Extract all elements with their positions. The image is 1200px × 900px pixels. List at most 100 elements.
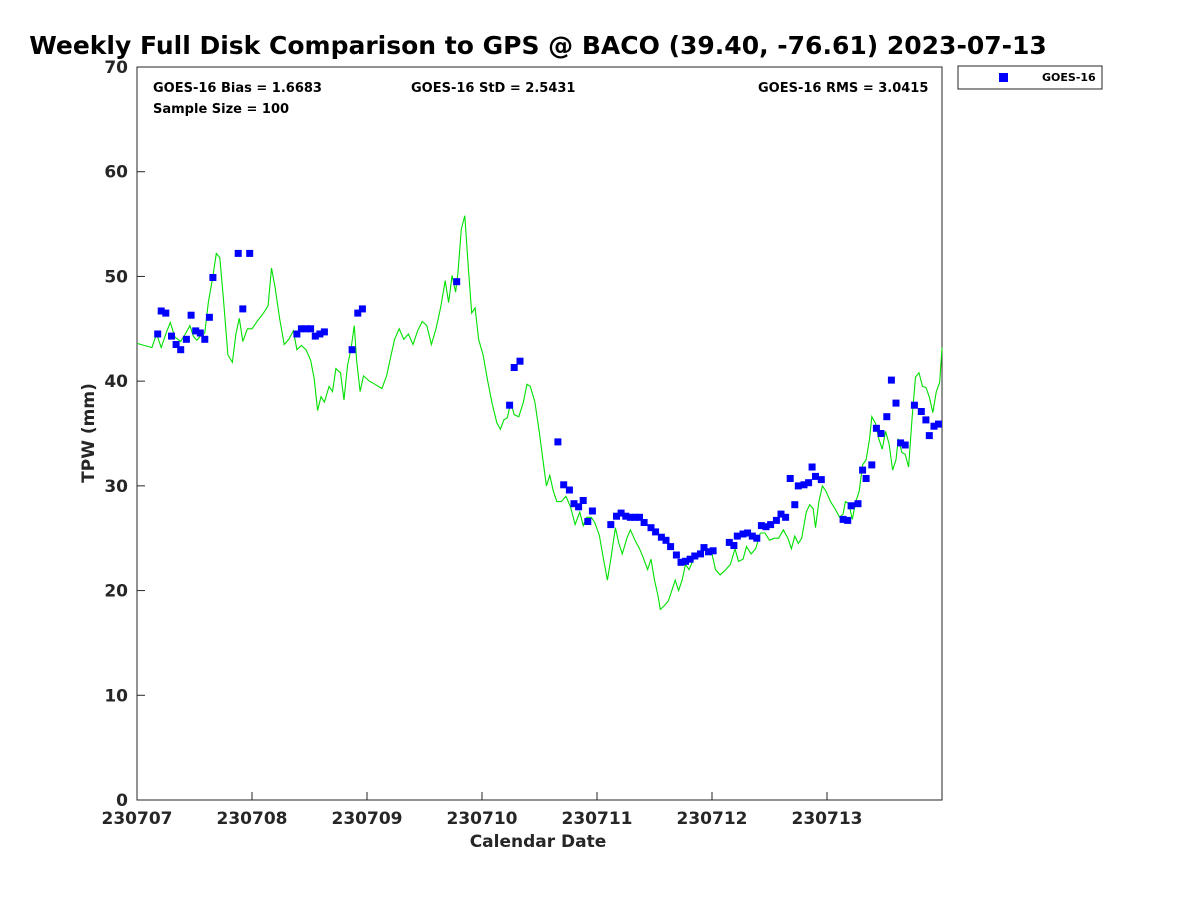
- goes-16-data-point: [239, 305, 247, 313]
- goes-16-data-point: [560, 481, 568, 489]
- goes-16-data-point: [607, 521, 615, 529]
- goes-16-data-point: [744, 529, 752, 537]
- goes-16-data-point: [667, 543, 675, 551]
- goes-16-data-point: [883, 413, 891, 421]
- goes-16-data-point: [205, 313, 213, 321]
- goes-16-data-point: [575, 503, 583, 511]
- goes-16-data-point: [672, 551, 680, 559]
- y-tick-label: 50: [104, 267, 128, 287]
- y-axis: 0 10 20 30 40 50 60 70: [104, 58, 145, 811]
- goes-16-data-point: [182, 335, 190, 343]
- goes-16-data-point: [791, 501, 799, 509]
- goes-16-data-point: [897, 439, 905, 447]
- goes-16-data-point: [588, 507, 596, 515]
- goes-16-data-point: [697, 550, 704, 558]
- goes-16-data-point: [302, 325, 310, 333]
- goes-16-data-point: [613, 512, 620, 520]
- goes-16-data-point: [510, 364, 518, 371]
- goes-16-data-point: [636, 513, 643, 521]
- goes-16-data-point: [652, 528, 660, 536]
- goes-16-data-point: [748, 532, 756, 540]
- goes-16-data-point: [925, 432, 933, 440]
- goes-16-data-point: [617, 509, 625, 517]
- goes-16-data-point: [772, 516, 780, 524]
- x-tick-label: 230709: [332, 809, 403, 829]
- goes-16-data-point: [794, 482, 802, 490]
- goes-16-data-point: [917, 408, 925, 415]
- goes-16-data-point: [162, 309, 170, 317]
- stat-std: GOES-16 StD = 2.5431: [411, 81, 575, 96]
- goes-16-data-point: [930, 422, 938, 430]
- goes-16-data-point: [157, 307, 165, 315]
- goes-16-data-point: [657, 533, 665, 541]
- goes-16-data-point: [753, 534, 761, 542]
- goes-16-data-point: [246, 249, 254, 257]
- goes-16-data-point: [192, 327, 200, 335]
- goes-16-data-point: [709, 547, 717, 555]
- goes-16-data-point: [705, 548, 712, 556]
- goes-16-data-point: [839, 515, 847, 523]
- goes-16-data-point: [800, 481, 808, 489]
- goes-16-data-point: [862, 475, 870, 482]
- goes-16-data-point: [922, 416, 930, 424]
- goes-16-data-point: [935, 420, 942, 428]
- goes-16-data-point: [786, 475, 794, 482]
- y-axis-label: TPW (mm): [79, 383, 99, 483]
- goes-16-data-point: [348, 346, 356, 354]
- goes-16-data-point: [691, 552, 699, 560]
- goes-16-data-point: [307, 325, 315, 333]
- legend-marker-goes-16: [999, 73, 1008, 82]
- goes-16-data-point: [872, 424, 880, 432]
- goes-16-data-point: [762, 523, 770, 531]
- y-tick-label: 40: [104, 372, 128, 392]
- goes-16-data-point: [640, 519, 648, 526]
- x-tick-label: 230712: [677, 809, 748, 829]
- goes-16-data-point: [844, 516, 852, 524]
- y-tick-label: 30: [104, 477, 128, 497]
- goes-16-data-point: [733, 532, 741, 540]
- x-tick-label: 230708: [217, 809, 288, 829]
- y-tick-label: 20: [104, 582, 128, 602]
- legend: GOES-16: [957, 65, 1103, 90]
- goes-16-data-point: [570, 500, 578, 508]
- goes-16-data-point: [554, 438, 562, 446]
- goes-16-data-point: [782, 513, 790, 521]
- goes-16-data-point: [168, 332, 175, 340]
- goes-16-data-point: [358, 305, 366, 313]
- stat-rms: GOES-16 RMS = 3.0415: [758, 81, 928, 96]
- goes-16-data-point: [316, 330, 324, 338]
- y-tick-label: 10: [104, 686, 128, 706]
- goes-16-data-point: [579, 497, 587, 504]
- goes-16-data-point: [901, 441, 909, 449]
- goes-16-data-point: [209, 274, 217, 281]
- goes-16-data-point: [725, 538, 733, 546]
- stat-sample-size: Sample Size = 100: [153, 102, 289, 117]
- goes-16-data-point: [859, 466, 867, 474]
- x-tick-label: 230707: [102, 809, 173, 829]
- goes-16-data-point: [320, 328, 328, 336]
- goes-16-data-point: [196, 329, 204, 337]
- x-axis: 230707 230708 230709 230710 230711 230712 2307…: [102, 792, 863, 829]
- goes-16-data-point: [172, 341, 180, 348]
- goes-16-data-point: [767, 521, 775, 529]
- x-tick-label: 230713: [792, 809, 863, 829]
- goes-16-data-point: [354, 309, 362, 317]
- goes-16-data-point: [805, 479, 813, 487]
- goes-16-data-point: [516, 357, 524, 365]
- goes-16-data-point: [812, 472, 819, 480]
- legend-box: [957, 65, 1103, 90]
- goes-16-data-point: [584, 518, 592, 525]
- goes-16-data-point: [677, 558, 685, 566]
- goes-16-data-point: [154, 330, 162, 338]
- goes-16-data-point: [700, 544, 708, 552]
- goes-16-data-point: [817, 476, 825, 484]
- goes-16-data-point: [777, 510, 785, 518]
- goes-16-data-point: [854, 500, 862, 508]
- goes-16-data-point: [808, 463, 816, 471]
- goes-16-data-point: [887, 376, 895, 384]
- goes-16-data-point: [234, 249, 242, 257]
- goes-16-data-point: [177, 346, 185, 354]
- y-tick-label: 70: [104, 58, 128, 78]
- goes-16-data-point: [647, 524, 655, 532]
